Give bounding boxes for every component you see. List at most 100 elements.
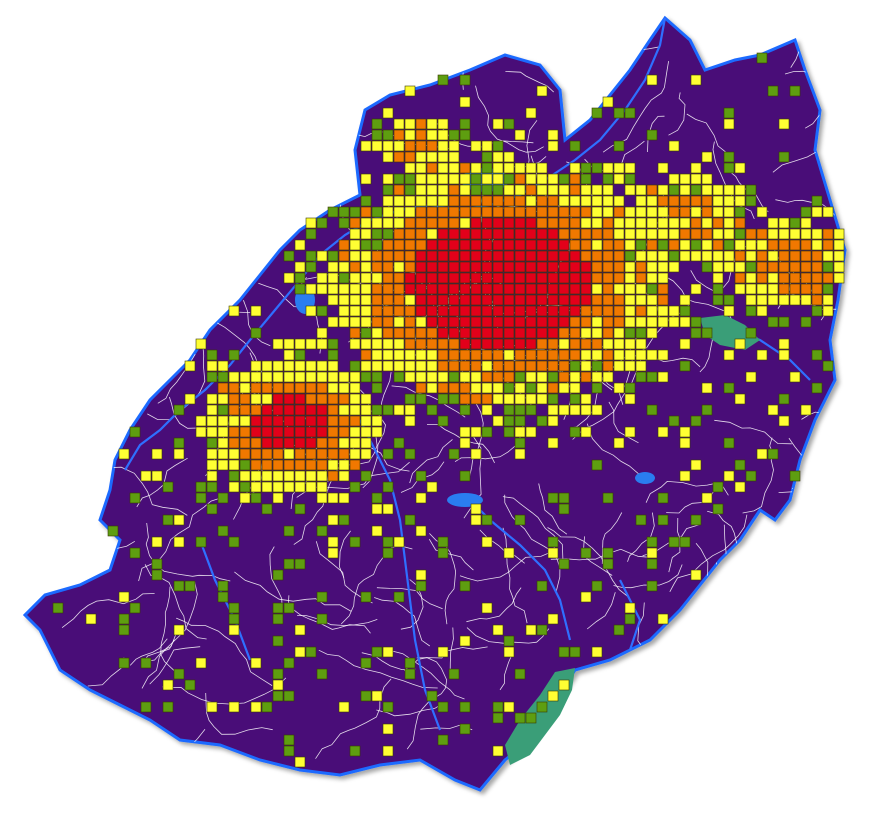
density-cell-medium — [426, 173, 438, 185]
density-cell-very-high — [481, 338, 493, 350]
density-cell-medium — [525, 426, 537, 438]
density-cell-medium — [822, 228, 834, 240]
density-cell-medium — [360, 316, 372, 328]
density-cell-very-high — [558, 283, 570, 295]
density-cell-medium — [646, 261, 658, 273]
density-cell-very-high — [492, 316, 504, 328]
density-cell-high — [811, 272, 823, 284]
density-cell-medium — [668, 305, 680, 317]
density-cell-low — [283, 657, 295, 669]
density-cell-high — [514, 206, 526, 218]
density-cell-medium — [371, 217, 383, 229]
density-cell-very-high — [470, 294, 482, 306]
density-cell-low — [723, 151, 735, 163]
density-cell-very-high — [305, 437, 317, 449]
density-cell-medium — [426, 360, 438, 372]
density-cell-medium — [327, 492, 339, 504]
density-cell-medium — [327, 349, 339, 361]
density-cell-high — [404, 316, 416, 328]
density-cell-medium — [481, 162, 493, 174]
density-cell-medium — [569, 195, 581, 207]
density-cell-very-high — [525, 261, 537, 273]
density-cell-high — [690, 206, 702, 218]
density-cell-low — [756, 448, 768, 460]
density-cell-high — [371, 305, 383, 317]
density-cell-low — [404, 85, 416, 97]
density-cell-high — [767, 272, 779, 284]
density-cell-high — [591, 294, 603, 306]
density-cell-medium — [580, 195, 592, 207]
density-cell-medium — [338, 272, 350, 284]
density-cell-medium — [448, 371, 460, 383]
density-cell-low — [459, 437, 471, 449]
density-cell-medium — [206, 360, 218, 372]
density-cell-medium — [602, 360, 614, 372]
density-cell-medium — [470, 371, 482, 383]
density-cell-low — [316, 613, 328, 625]
density-cell-medium — [382, 349, 394, 361]
density-cell-medium — [437, 371, 449, 383]
density-cell-low — [723, 305, 735, 317]
density-cell-medium — [833, 228, 845, 240]
density-cell-medium — [624, 360, 636, 372]
density-cell-high — [382, 272, 394, 284]
density-cell-medium — [217, 382, 229, 394]
density-cell-medium — [503, 162, 515, 174]
density-cell-medium — [591, 360, 603, 372]
density-cell-very-high — [459, 228, 471, 240]
density-cell-low — [723, 437, 735, 449]
density-cell-medium — [338, 305, 350, 317]
road — [586, 592, 616, 630]
density-cell-medium — [327, 294, 339, 306]
density-cell-high — [437, 349, 449, 361]
density-cell-medium — [382, 184, 394, 196]
density-cell-medium — [239, 371, 251, 383]
density-cell-medium — [646, 305, 658, 317]
density-cell-low — [217, 525, 229, 537]
density-cell-medium — [525, 184, 537, 196]
density-cell-medium — [404, 162, 416, 174]
density-cell-high — [613, 305, 625, 317]
density-cell-medium — [657, 283, 669, 295]
density-cell-low — [767, 404, 779, 416]
density-cell-medium — [371, 426, 383, 438]
density-cell-low — [195, 338, 207, 350]
density-cell-high — [393, 261, 405, 273]
density-cell-medium — [624, 217, 636, 229]
density-cell-high — [415, 228, 427, 240]
density-cell-low — [184, 360, 196, 372]
density-cell-low — [657, 514, 669, 526]
density-cell-high — [789, 261, 801, 273]
density-cell-very-high — [294, 404, 306, 416]
density-cell-low — [118, 448, 130, 460]
density-cell-very-high — [558, 305, 570, 317]
density-cell-very-high — [492, 261, 504, 273]
density-cell-medium — [525, 371, 537, 383]
density-cell-medium — [536, 415, 548, 427]
density-cell-high — [261, 393, 273, 405]
density-cell-very-high — [525, 283, 537, 295]
density-cell-high — [393, 239, 405, 251]
density-cell-low — [734, 481, 746, 493]
density-cell-low — [107, 525, 119, 537]
density-cell-medium — [349, 283, 361, 295]
density-cell-medium — [657, 305, 669, 317]
density-cell-medium — [294, 360, 306, 372]
road — [406, 699, 431, 750]
density-cell-very-high — [404, 283, 416, 295]
density-cell-medium — [525, 382, 537, 394]
density-cell-high — [404, 338, 416, 350]
density-cell-low — [536, 580, 548, 592]
density-cell-medium — [382, 360, 394, 372]
density-cell-low — [448, 448, 460, 460]
density-cell-medium — [349, 327, 361, 339]
density-cell-very-high — [503, 261, 515, 273]
density-cell-very-high — [514, 305, 526, 317]
density-cell-medium — [250, 470, 262, 482]
density-cell-medium — [239, 481, 251, 493]
density-cell-medium — [492, 140, 504, 152]
density-cell-medium — [404, 349, 416, 361]
density-cell-very-high — [437, 283, 449, 295]
density-cell-low — [173, 514, 185, 526]
road — [669, 514, 748, 592]
